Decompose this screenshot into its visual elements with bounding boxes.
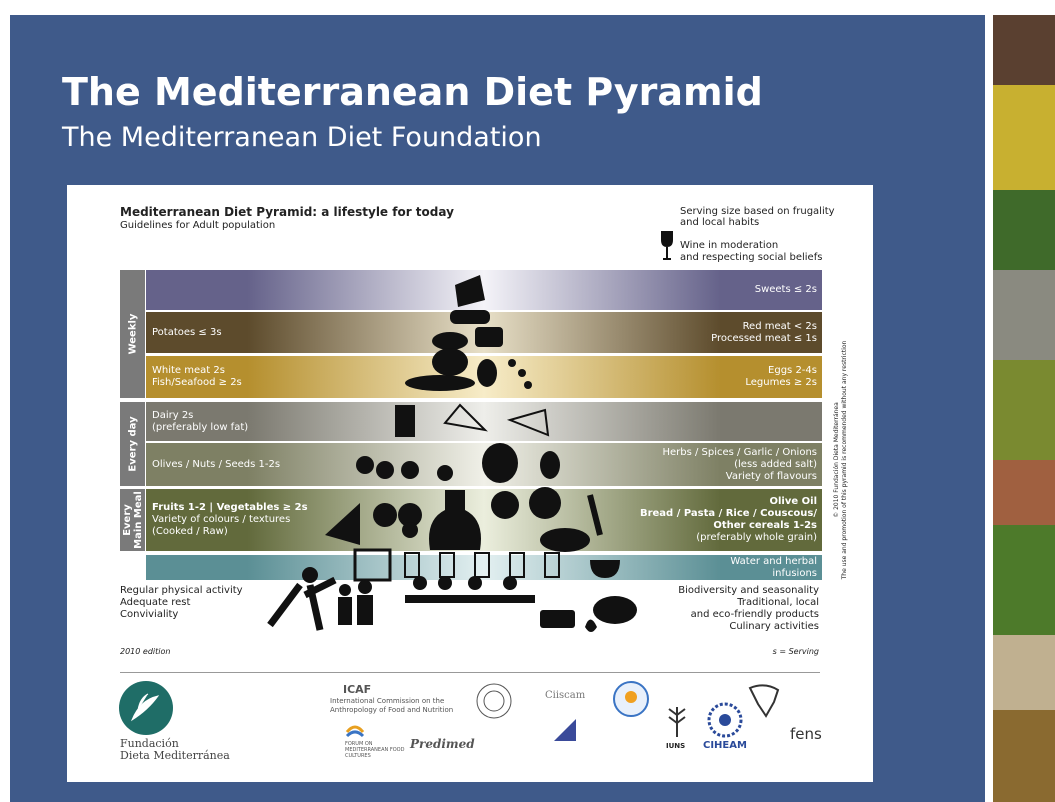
band-label: (less added salt): [662, 459, 817, 471]
logo-fens: fens: [790, 726, 822, 742]
band-label: Legumes ≥ 2s: [745, 377, 817, 389]
band-label: Red meat < 2s: [711, 321, 817, 333]
note: and respecting social beliefs: [680, 252, 822, 264]
band-text: Potatoes ≤ 3s: [152, 327, 222, 339]
divider: [120, 672, 820, 673]
university-logo: [550, 715, 580, 745]
band-text: Dairy 2s(preferably low fat): [152, 410, 248, 434]
band-label: Herbs / Spices / Garlic / Onions: [662, 447, 817, 459]
lifestyle: Conviviality: [120, 609, 178, 621]
slide-subtitle: The Mediterranean Diet Foundation: [62, 122, 542, 153]
hhf-logo: [612, 680, 650, 718]
slide-title: The Mediterranean Diet Pyramid: [62, 70, 763, 114]
logo-forum: FORUM ON MEDITERRANEAN FOOD CULTURES: [345, 741, 405, 759]
icaf-text: International Commission on the: [330, 697, 444, 706]
group-bar: Weekly: [120, 270, 145, 398]
africa-logo: [740, 680, 790, 720]
wine-icon: [660, 230, 676, 262]
band-text: Herbs / Spices / Garlic / Onions(less ad…: [662, 447, 817, 483]
note: Wine in moderation: [680, 240, 778, 252]
lifestyle: Traditional, local: [737, 597, 819, 609]
edition: 2010 edition: [120, 646, 170, 658]
foundation-name: Dieta Mediterránea: [120, 750, 230, 762]
photo-strip: [993, 15, 1055, 802]
lifestyle: Culinary activities: [729, 621, 819, 633]
band-text: Sweets ≤ 2s: [755, 284, 817, 296]
band-label: Variety of flavours: [662, 471, 817, 483]
logo-ciheam: CIHEAM: [703, 740, 747, 752]
band-label: Sweets ≤ 2s: [755, 284, 817, 296]
university-seal: [475, 682, 513, 720]
band-label: infusions: [730, 568, 817, 580]
copyright-line: The use and promotion of this pyramid is…: [841, 341, 849, 580]
iuns-logo: [665, 705, 689, 739]
lifestyle: Regular physical activity: [120, 585, 243, 597]
forum-logo: [345, 720, 365, 740]
pyramid-subtitle: Guidelines for Adult population: [120, 220, 275, 232]
food-icons: [260, 265, 680, 655]
band-label: Processed meat ≤ 1s: [711, 333, 817, 345]
band-label: Eggs 2-4s: [745, 365, 817, 377]
group-bar: Every Main Meal: [120, 489, 145, 551]
band-label: White meat 2s: [152, 365, 242, 377]
page: The Mediterranean Diet Pyramid The Medit…: [0, 0, 1055, 802]
copyright-line: © 2010 Fundación Dieta Mediterránea: [833, 341, 841, 580]
legend: s = Serving: [773, 646, 819, 658]
band-label: Fish/Seafood ≥ 2s: [152, 377, 242, 389]
band-label: Dairy 2s: [152, 410, 248, 422]
logo-iuns: IUNS: [666, 740, 685, 752]
icaf-text: Anthropology of Food and Nutrition: [330, 706, 453, 715]
band-label: Potatoes ≤ 3s: [152, 327, 222, 339]
band-label: (preferably low fat): [152, 422, 248, 434]
note: and local habits: [680, 217, 759, 229]
foundation-logo: [118, 680, 174, 736]
group-label: Every Main Meal: [122, 490, 144, 550]
group-label: Every day: [127, 416, 138, 471]
logo-predimed: Predimed: [410, 738, 475, 750]
group-bar: Every day: [120, 402, 145, 486]
ciheam-logo: [707, 702, 743, 738]
lifestyle: Adequate rest: [120, 597, 190, 609]
band-label: Water and herbal: [730, 556, 817, 568]
group-label: Weekly: [127, 314, 138, 355]
logo-ciiscam: Ciiscam: [545, 690, 585, 702]
lifestyle: and eco-friendly products: [691, 609, 819, 621]
lifestyle: Biodiversity and seasonality: [678, 585, 819, 597]
pyramid-title: Mediterranean Diet Pyramid: a lifestyle …: [120, 206, 454, 218]
icaf-name: ICAF: [343, 684, 371, 696]
